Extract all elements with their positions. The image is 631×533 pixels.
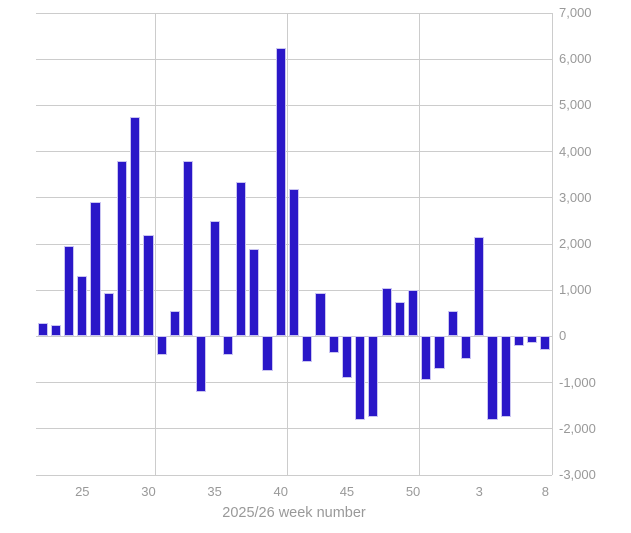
bar-week-39[interactable]: [262, 336, 273, 372]
bar-week-2[interactable]: [460, 336, 472, 360]
bar-week-23[interactable]: [50, 324, 61, 337]
h-gridline: [36, 335, 552, 337]
x-tick-label: 8: [541, 484, 549, 499]
bar-week-52[interactable]: [434, 336, 445, 369]
bar-week-43[interactable]: [315, 292, 326, 337]
bar-week-33[interactable]: [183, 160, 194, 337]
y-tick-label: -3,000: [559, 467, 596, 482]
h-gridline: [36, 58, 552, 60]
y-tick-label: 2,000: [559, 236, 592, 251]
y-tick-label: 4,000: [559, 143, 592, 159]
x-tick-label: 40: [273, 484, 288, 499]
bar-week-6[interactable]: [513, 336, 525, 346]
bar-week-40[interactable]: [275, 47, 286, 337]
bar-week-5[interactable]: [500, 336, 511, 418]
v-gridline: [551, 13, 553, 475]
x-tick-label: 30: [141, 484, 156, 499]
bar-week-22[interactable]: [37, 322, 48, 337]
y-tick-label: 7,000: [559, 5, 592, 20]
h-gridline: [36, 382, 552, 384]
bar-week-35[interactable]: [209, 220, 220, 337]
h-gridline: [36, 12, 552, 14]
bar-week-38[interactable]: [249, 248, 260, 337]
bar-week-7[interactable]: [527, 336, 538, 344]
v-gridline: [419, 13, 421, 475]
x-tick-label: 45: [339, 484, 355, 499]
bar-week-46[interactable]: [355, 336, 366, 420]
bar-week-44[interactable]: [328, 336, 339, 353]
bar-week-26[interactable]: [90, 202, 101, 337]
bar-week-42[interactable]: [302, 336, 313, 362]
y-tick-label: 0: [559, 328, 567, 344]
y-tick-label: 1,000: [559, 282, 592, 298]
bar-week-1[interactable]: [447, 310, 458, 337]
bar-week-27[interactable]: [103, 292, 114, 337]
bar-week-8[interactable]: [540, 336, 551, 351]
bar-week-36[interactable]: [222, 336, 233, 355]
x-tick-label: 35: [207, 484, 222, 499]
h-gridline: [36, 428, 552, 430]
bar-week-25[interactable]: [77, 276, 88, 337]
bar-week-29[interactable]: [130, 116, 141, 337]
bar-week-37[interactable]: [235, 181, 247, 337]
y-tick-label: 6,000: [559, 51, 592, 67]
bar-week-30[interactable]: [143, 234, 154, 337]
h-gridline: [36, 474, 552, 476]
bar-week-34[interactable]: [196, 336, 207, 392]
bar-week-49[interactable]: [394, 301, 405, 337]
bar-week-45[interactable]: [341, 336, 353, 378]
y-tick-label: 5,000: [559, 97, 592, 113]
h-gridline: [36, 104, 552, 106]
y-tick-label: -2,000: [559, 420, 596, 436]
bar-week-51[interactable]: [421, 336, 432, 381]
bar-week-32[interactable]: [169, 310, 181, 337]
bar-week-47[interactable]: [368, 336, 379, 418]
bar-week-31[interactable]: [156, 336, 167, 355]
x-tick-label: 25: [75, 484, 90, 499]
bar-week-50[interactable]: [407, 290, 419, 337]
bar-week-3[interactable]: [474, 237, 485, 337]
x-axis-title: 2025/26 week number: [222, 505, 366, 521]
bar-week-48[interactable]: [381, 287, 392, 337]
y-tick-label: 3,000: [559, 189, 592, 205]
v-gridline: [286, 13, 288, 475]
v-gridline: [154, 13, 156, 475]
bar-week-4[interactable]: [487, 336, 498, 420]
y-tick-label: -1,000: [559, 374, 596, 390]
x-tick-label: 50: [405, 484, 421, 499]
bar-week-24[interactable]: [63, 246, 75, 337]
h-gridline: [36, 151, 552, 153]
bar-week-28[interactable]: [116, 160, 128, 337]
bar-week-41[interactable]: [288, 188, 300, 337]
x-tick-label: 3: [475, 484, 483, 499]
